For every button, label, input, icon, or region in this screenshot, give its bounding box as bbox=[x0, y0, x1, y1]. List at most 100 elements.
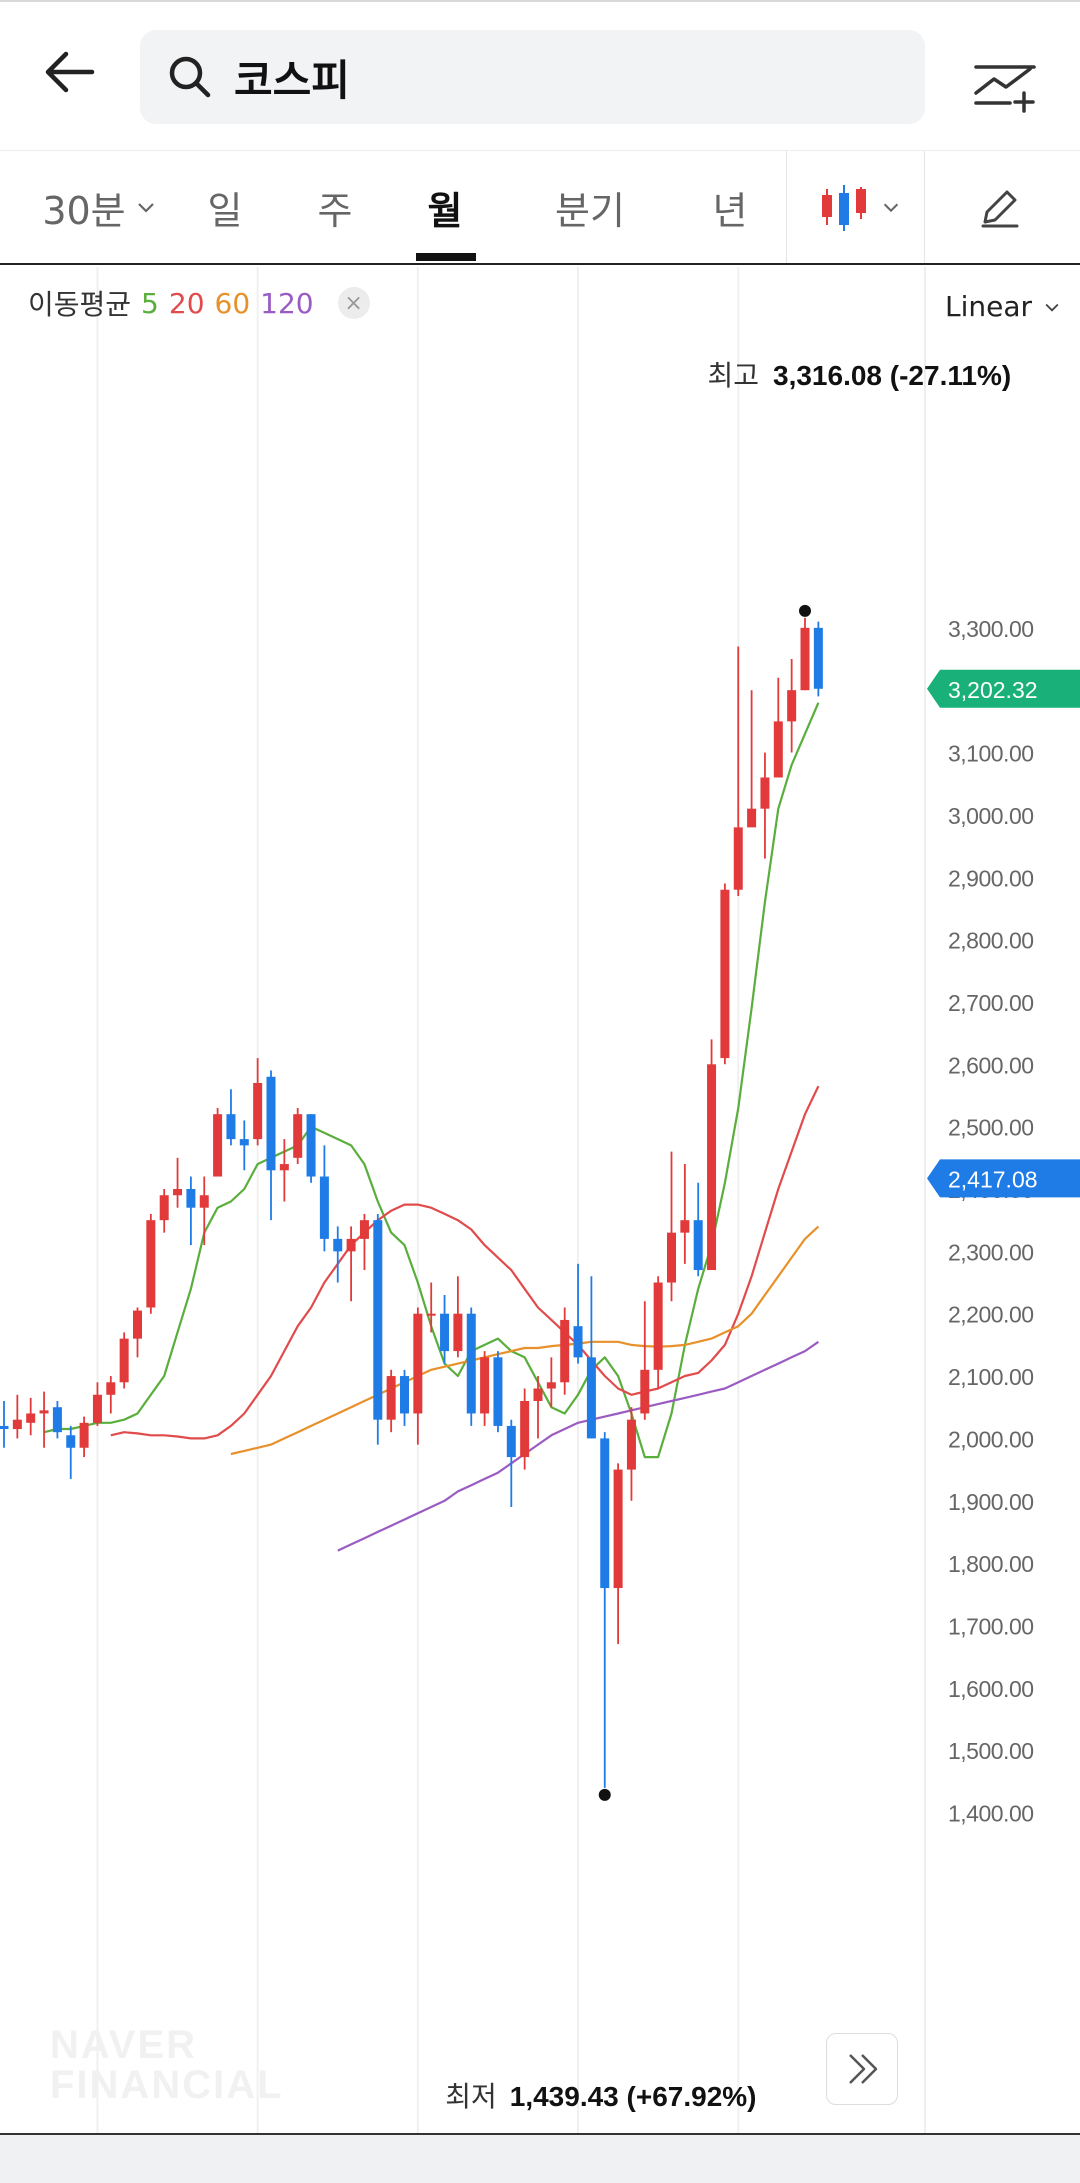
candle-body bbox=[453, 1313, 463, 1352]
y-tick-label: 2,900.00 bbox=[948, 865, 1034, 891]
close-icon[interactable]: × bbox=[337, 287, 370, 319]
candle-body bbox=[173, 1189, 183, 1196]
legend-ma20: 20 bbox=[168, 286, 205, 320]
watermark-line: FINANCIAL bbox=[50, 2063, 284, 2107]
ma60-line bbox=[230, 1225, 820, 1456]
back-arrow-icon bbox=[45, 51, 95, 93]
candle-body bbox=[480, 1357, 490, 1414]
back-button[interactable] bbox=[30, 32, 110, 112]
tab-quarter[interactable]: 분기 bbox=[540, 151, 640, 263]
search-bar[interactable]: 코스피 bbox=[140, 30, 925, 124]
y-tick-label: 2,000.00 bbox=[948, 1426, 1034, 1452]
candle-body bbox=[12, 1419, 22, 1430]
candle-body bbox=[199, 1195, 209, 1208]
x-axis-bar bbox=[0, 2133, 1080, 2183]
low-marker bbox=[598, 1788, 611, 1801]
candle-body bbox=[293, 1114, 303, 1158]
y-tick-label: 2,300.00 bbox=[948, 1239, 1034, 1265]
candle-body bbox=[626, 1419, 636, 1470]
candle-body bbox=[146, 1220, 156, 1308]
tab-30min[interactable]: 30분 bbox=[30, 151, 170, 263]
tab-year[interactable]: 년 bbox=[690, 151, 770, 263]
price-tag bbox=[927, 669, 1080, 708]
price-tag bbox=[927, 1159, 1080, 1198]
scale-selector[interactable]: Linear bbox=[945, 290, 1062, 323]
y-tick-label: 2,500.00 bbox=[948, 1115, 1034, 1141]
high-marker bbox=[799, 604, 811, 617]
candle-body bbox=[707, 1064, 717, 1271]
tab-label: 년 bbox=[712, 188, 748, 233]
tab-month[interactable]: 월 bbox=[405, 151, 485, 263]
compare-chart-button[interactable] bbox=[965, 42, 1045, 122]
ma5-line bbox=[43, 702, 820, 1459]
y-tick-label: 3,100.00 bbox=[948, 741, 1034, 767]
high-value: 3,316.08 (-27.11%) bbox=[773, 360, 1011, 391]
y-tick-label: 1,800.00 bbox=[948, 1551, 1034, 1577]
tab-day[interactable]: 일 bbox=[185, 151, 265, 263]
y-tick-label: 1,500.00 bbox=[948, 1738, 1034, 1764]
period-tab-bar: 30분 일 주 월 분기 년 bbox=[0, 150, 1080, 265]
candlestick-chart[interactable]: 3,300.003,200.003,100.003,000.002,900.00… bbox=[0, 267, 1080, 2133]
y-tick-label: 3,300.00 bbox=[948, 616, 1034, 642]
tab-label: 분기 bbox=[555, 188, 625, 233]
moving-average-legend[interactable]: 이동평균 5 20 60 120 × bbox=[28, 283, 370, 323]
candle-body bbox=[720, 889, 730, 1059]
candle-body bbox=[667, 1232, 676, 1283]
candle-body bbox=[600, 1438, 610, 1589]
candle-body bbox=[0, 1425, 9, 1430]
candle-body bbox=[359, 1220, 369, 1239]
candle-body bbox=[520, 1400, 530, 1458]
candle-body bbox=[653, 1282, 663, 1370]
candle-body bbox=[159, 1195, 169, 1221]
chart-type-selector[interactable] bbox=[800, 151, 920, 263]
tab-divider bbox=[924, 151, 925, 263]
candle-body bbox=[306, 1114, 316, 1177]
active-tab-indicator bbox=[416, 253, 476, 261]
price-tag-text: 2,417.08 bbox=[948, 1166, 1038, 1192]
low-label: 최저 bbox=[445, 2080, 497, 2113]
ma20-line bbox=[110, 1085, 820, 1440]
candle-body bbox=[213, 1114, 223, 1177]
candle-body bbox=[119, 1338, 129, 1383]
legend-ma120: 120 bbox=[260, 286, 314, 320]
candle-body bbox=[133, 1310, 142, 1339]
price-tag-text: 3,202.32 bbox=[948, 677, 1038, 703]
tab-divider bbox=[786, 151, 787, 263]
candle-body bbox=[760, 777, 770, 809]
candle-body bbox=[773, 721, 783, 778]
candle-body bbox=[266, 1076, 276, 1171]
candle-body bbox=[319, 1176, 329, 1239]
tab-label: 월 bbox=[427, 188, 463, 233]
candle-body bbox=[79, 1422, 89, 1448]
tab-week[interactable]: 주 bbox=[295, 151, 375, 263]
y-tick-label: 2,100.00 bbox=[948, 1364, 1034, 1390]
candle-body bbox=[733, 827, 743, 890]
candle-body bbox=[400, 1376, 409, 1414]
candle-body bbox=[813, 627, 823, 689]
tab-label: 주 bbox=[317, 188, 353, 233]
high-label: 최고 bbox=[707, 359, 759, 392]
candle-body bbox=[92, 1394, 102, 1423]
legend-label: 이동평균 bbox=[28, 288, 132, 321]
candle-body bbox=[680, 1220, 690, 1233]
candle-body bbox=[506, 1425, 516, 1458]
y-tick-label: 2,200.00 bbox=[948, 1302, 1034, 1328]
y-tick-label: 2,700.00 bbox=[948, 990, 1034, 1016]
y-tick-label: 2,800.00 bbox=[948, 928, 1034, 954]
top-bar: 코스피 bbox=[0, 0, 1080, 150]
y-tick-label: 1,900.00 bbox=[948, 1489, 1034, 1515]
ma120-line bbox=[337, 1340, 820, 1552]
candlestick-icon bbox=[822, 185, 866, 231]
draw-tool-button[interactable] bbox=[960, 151, 1040, 263]
scroll-to-latest-button[interactable] bbox=[826, 2033, 898, 2105]
candle-body bbox=[533, 1388, 543, 1401]
candle-body bbox=[466, 1313, 476, 1414]
candle-body bbox=[800, 627, 810, 691]
y-tick-label: 1,400.00 bbox=[948, 1801, 1034, 1827]
candle-body bbox=[279, 1164, 289, 1171]
candle-body bbox=[787, 690, 797, 722]
search-icon bbox=[166, 53, 214, 101]
candle-body bbox=[373, 1220, 383, 1420]
candle-body bbox=[573, 1326, 583, 1358]
candle-body bbox=[426, 1313, 436, 1316]
